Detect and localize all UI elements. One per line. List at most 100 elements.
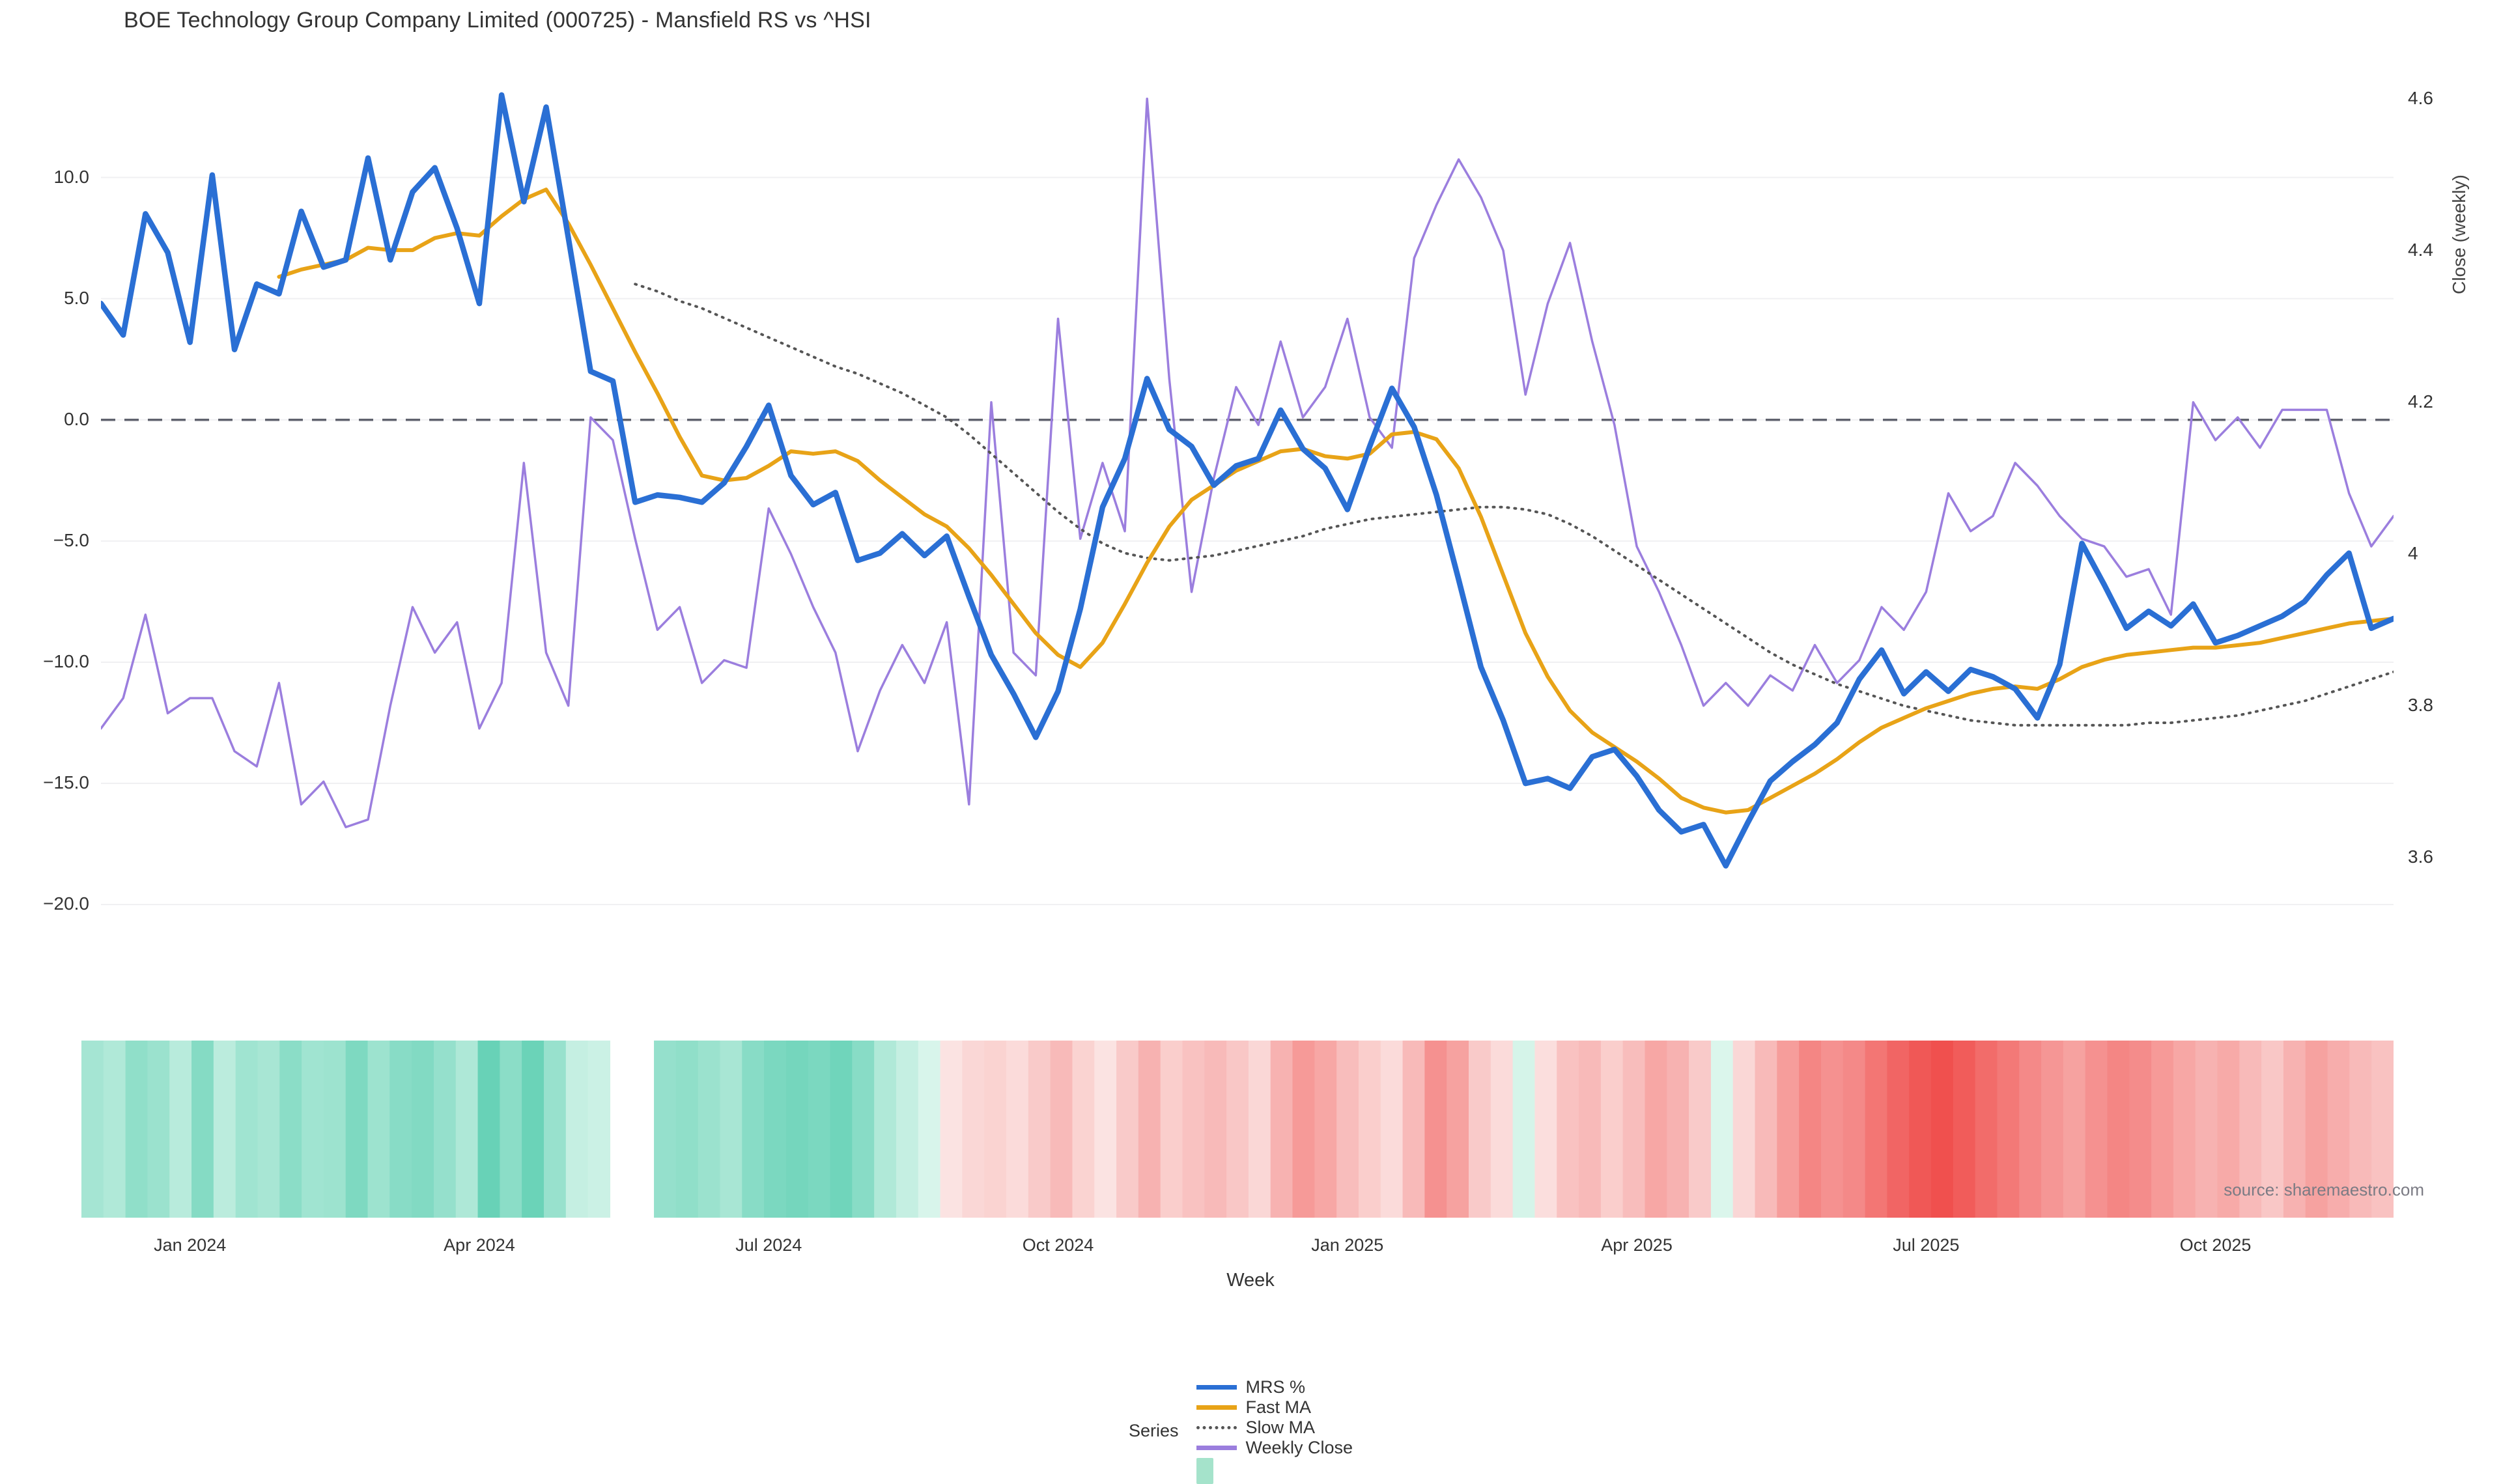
legend-title: Series [1128,1420,1179,1440]
chart-legend: Series MRS % Fast MA Slow MA Weekly Close [0,1377,2501,1484]
y-tick-label: −20.0 [43,893,89,914]
band-cell [1534,1041,1557,1218]
legend-item[interactable] [1196,1458,1353,1484]
chart-svg [101,92,2394,906]
legend-item[interactable]: Weekly Close [1196,1438,1353,1458]
band-cell [852,1041,875,1218]
legend-item[interactable]: MRS % [1196,1377,1353,1397]
band-svg [81,1041,2394,1218]
band-cell [1226,1041,1249,1218]
band-cell [81,1041,104,1218]
band-cell [2107,1041,2130,1218]
legend-band-swatch [1196,1458,1214,1484]
y-tick-label: −5.0 [53,529,89,550]
band-cell [2261,1041,2284,1218]
band-cell [1160,1041,1183,1218]
band-cell [1645,1041,1667,1218]
band-cell [2327,1041,2350,1218]
source-attribution: source: sharemaestro.com [2224,1180,2424,1199]
band-cell [1953,1041,1976,1218]
band-cell [1887,1041,1910,1218]
band-cell [1667,1041,1689,1218]
band-cell [477,1041,500,1218]
band-cell [2283,1041,2306,1218]
band-cell [874,1041,897,1218]
band-cell [675,1041,699,1218]
y-tick-label: −15.0 [43,772,89,793]
band-cell [1799,1041,1822,1218]
band-cell [2085,1041,2108,1218]
band-cell [2063,1041,2086,1218]
legend-item-label: Fast MA [1245,1397,1311,1417]
y2-tick-label: 4.6 [2408,87,2433,108]
x-tick-label: Jul 2024 [735,1235,802,1255]
series-line-mrs [101,92,2394,869]
band-cell [1072,1041,1095,1218]
band-cell [1182,1041,1205,1218]
band-cell [565,1041,589,1218]
band-cell [808,1041,831,1218]
x-tick-label: Jul 2025 [1893,1235,1960,1255]
band-cell [412,1041,434,1218]
band-cell [1314,1041,1337,1218]
band-cell [522,1041,544,1218]
legend-line-marker [1196,1405,1237,1410]
plot-area [101,68,2394,941]
band-cell [389,1041,412,1218]
band-cell [257,1041,280,1218]
band-cell [1997,1041,2020,1218]
band-cell [918,1041,941,1218]
x-tick-label: Oct 2024 [1022,1235,1094,1255]
x-tick-label: Jan 2025 [1311,1235,1384,1255]
band-cell [191,1041,214,1218]
y2-tick-label: 4 [2408,542,2418,563]
x-axis-label: Week [1226,1270,1275,1291]
band-cell [1469,1041,1491,1218]
band-cell [2041,1041,2064,1218]
legend-item-label: Slow MA [1245,1418,1316,1437]
band-cell [1248,1041,1271,1218]
band-cell [896,1041,919,1218]
band-cell [2349,1041,2372,1218]
x-tick-label: Apr 2025 [1601,1235,1673,1255]
legend-line-marker [1196,1446,1237,1450]
band-cell [2239,1041,2262,1218]
y2-tick-label: 3.8 [2408,694,2433,715]
series-line-slow-ma [634,283,2394,727]
series-line-fast-ma [277,188,2394,815]
band-cell [433,1041,457,1218]
band-cell [587,1041,611,1218]
band-cell [1094,1041,1117,1218]
band-cell [1336,1041,1359,1218]
band-cell [147,1041,170,1218]
band-cell [302,1041,324,1218]
band-cell [213,1041,236,1218]
band-cell [2129,1041,2152,1218]
x-tick-label: Apr 2024 [444,1235,515,1255]
band-cell [764,1041,787,1218]
band-cell [345,1041,369,1218]
band-cell [1732,1041,1756,1218]
relative-strength-band [81,1041,2394,1218]
band-cell [1600,1041,1624,1218]
legend-item-label: MRS % [1245,1377,1305,1397]
band-cell [500,1041,522,1218]
band-cell [742,1041,765,1218]
chart-page: BOE Technology Group Company Limited (00… [43,8,2469,1484]
band-cell [1931,1041,1954,1218]
band-cell [2173,1041,2196,1218]
band-cell [1204,1041,1227,1218]
legend-line-marker [1196,1426,1237,1429]
band-cell [2217,1041,2240,1218]
x-tick-label: Jan 2024 [154,1235,227,1255]
legend-item[interactable]: Slow MA [1196,1418,1353,1438]
band-cell [279,1041,302,1218]
legend-items: MRS % Fast MA Slow MA Weekly Close [1196,1377,1372,1484]
band-cell [1447,1041,1469,1218]
band-cell [125,1041,148,1218]
band-cell [1777,1041,1800,1218]
band-cell [2019,1041,2042,1218]
band-cell [1380,1041,1404,1218]
legend-item[interactable]: Fast MA [1196,1397,1353,1418]
band-cell [455,1041,479,1218]
